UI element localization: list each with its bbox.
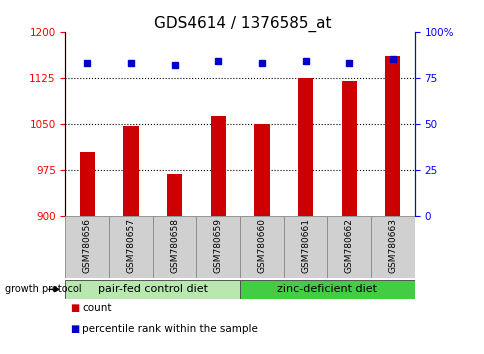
Text: GSM780663: GSM780663 — [388, 218, 396, 273]
Text: zinc-deficient diet: zinc-deficient diet — [277, 284, 377, 295]
Bar — [384, 56, 400, 354]
Bar — [240, 280, 414, 299]
Text: count: count — [82, 303, 112, 313]
Text: GSM780657: GSM780657 — [126, 218, 135, 273]
Text: pair-fed control diet: pair-fed control diet — [98, 284, 207, 295]
Text: GSM780660: GSM780660 — [257, 218, 266, 273]
Bar — [123, 126, 138, 354]
Bar — [327, 216, 370, 278]
Bar — [196, 216, 240, 278]
Text: ■: ■ — [70, 324, 79, 334]
Bar — [254, 124, 269, 354]
Text: ■: ■ — [70, 303, 79, 313]
Bar — [370, 216, 414, 278]
Bar — [341, 81, 356, 354]
Bar — [65, 280, 240, 299]
Bar — [210, 116, 226, 354]
Text: growth protocol: growth protocol — [5, 284, 81, 295]
Text: GSM780658: GSM780658 — [170, 218, 179, 273]
Bar — [152, 216, 196, 278]
Bar — [283, 216, 327, 278]
Text: GSM780661: GSM780661 — [301, 218, 309, 273]
Text: GSM780662: GSM780662 — [344, 218, 353, 273]
Bar — [240, 216, 283, 278]
Bar — [79, 152, 95, 354]
Bar — [65, 216, 109, 278]
Text: GDS4614 / 1376585_at: GDS4614 / 1376585_at — [153, 16, 331, 32]
Text: percentile rank within the sample: percentile rank within the sample — [82, 324, 258, 334]
Text: GSM780659: GSM780659 — [213, 218, 222, 273]
Bar — [297, 79, 313, 354]
Bar — [166, 174, 182, 354]
Text: GSM780656: GSM780656 — [83, 218, 91, 273]
Bar — [109, 216, 152, 278]
